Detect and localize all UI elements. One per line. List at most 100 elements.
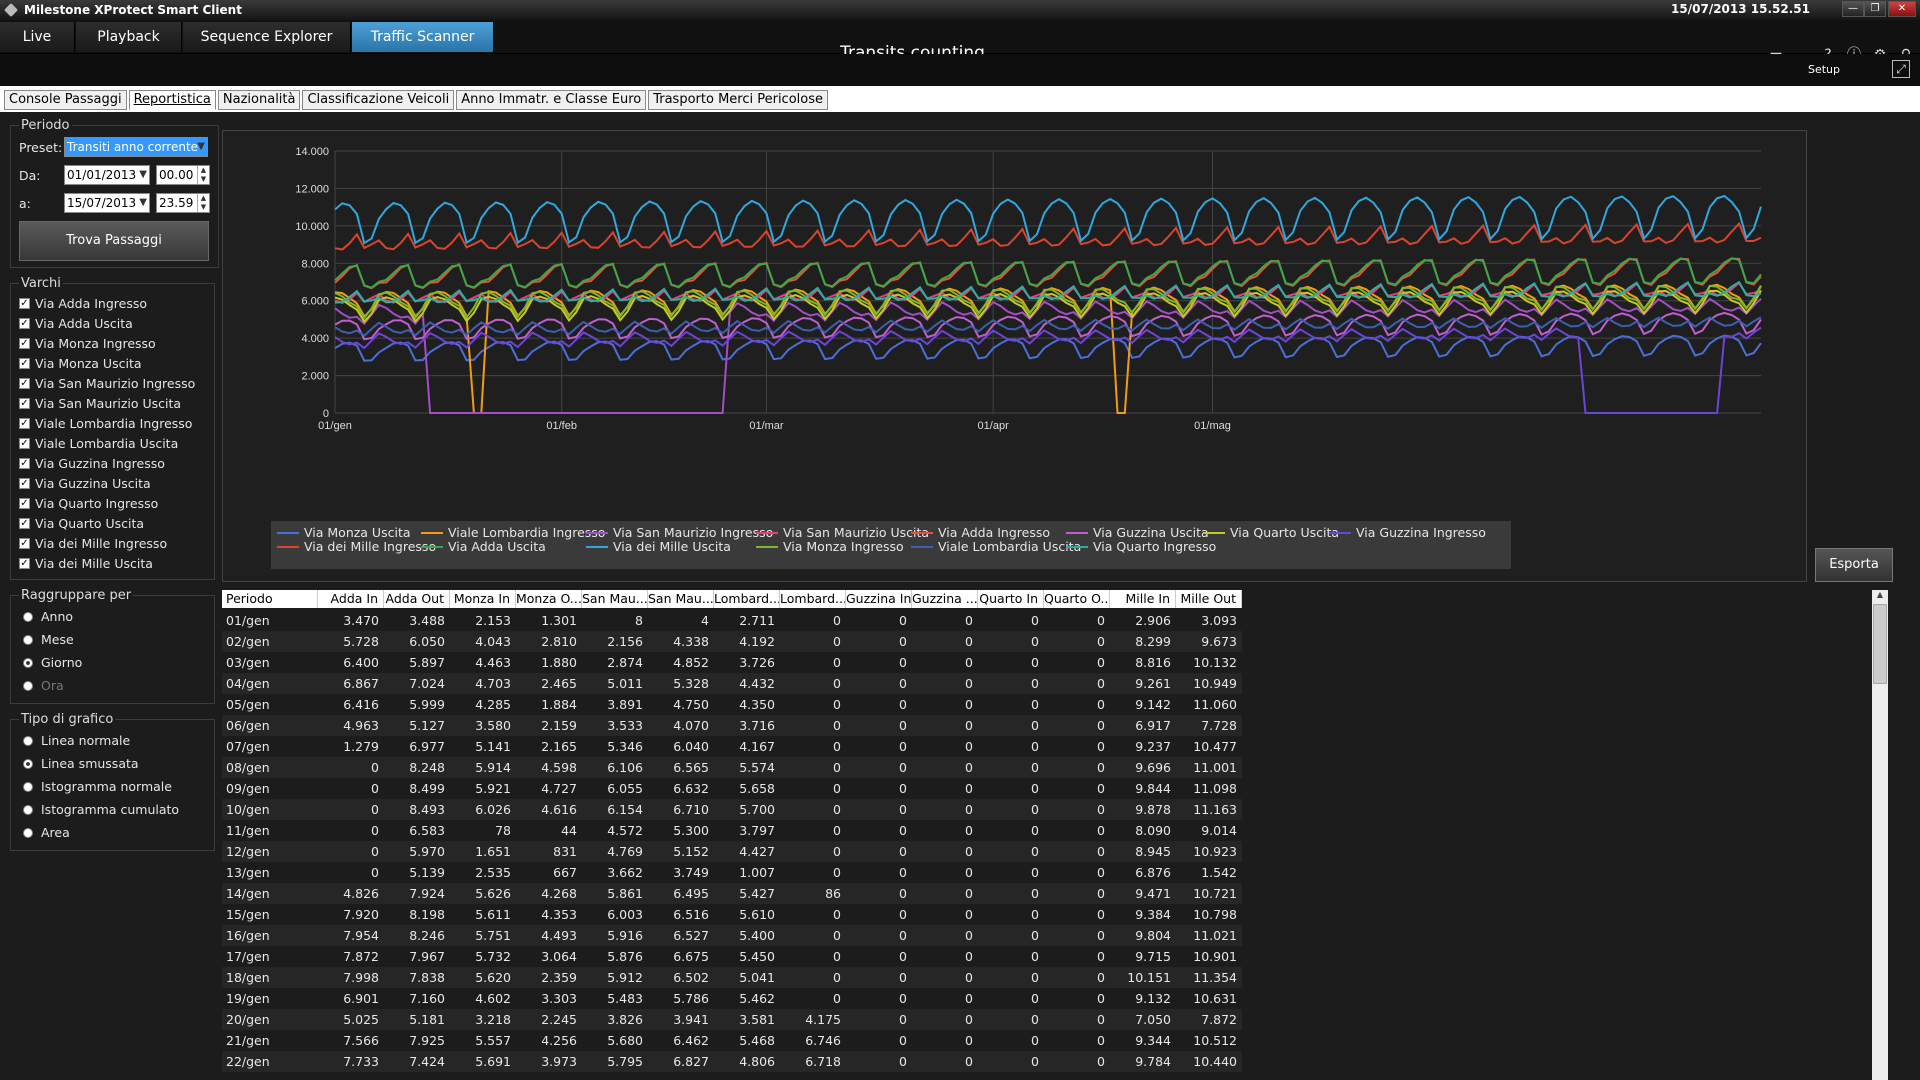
varco-checkbox-row[interactable]: ✓ Via Monza Uscita	[19, 353, 206, 373]
checkbox[interactable]: ✓	[19, 397, 30, 409]
legend-item[interactable]: Viale Lombardia Uscita	[911, 539, 1081, 554]
column-header[interactable]: Mille Out	[1176, 590, 1242, 608]
legend-item[interactable]: Via San Maurizio Uscita	[756, 525, 929, 540]
table-row[interactable]: 20/gen 5.025 5.181 3.218 2.245 3.826 3.941 3.58…	[222, 1009, 1242, 1030]
radio-button[interactable]	[23, 781, 33, 792]
radio-button[interactable]	[23, 827, 33, 838]
varco-checkbox-row[interactable]: ✓ Via Monza Ingresso	[19, 333, 206, 353]
tipo-grafico-radio-row[interactable]: Istogramma normale	[19, 775, 206, 798]
subtab-nazionalita[interactable]: Nazionalità	[217, 90, 301, 110]
tipo-grafico-radio-row[interactable]: Area	[19, 821, 206, 844]
radio-button[interactable]	[23, 804, 33, 815]
spinner-arrows-icon[interactable]: ▲ ▼	[197, 194, 209, 212]
checkbox[interactable]: ✓	[19, 417, 30, 429]
tipo-grafico-radio-row[interactable]: Istogramma cumulato	[19, 798, 206, 821]
table-row[interactable]: 16/gen 7.954 8.246 5.751 4.493 5.916 6.527 5.40…	[222, 925, 1242, 946]
radio-button[interactable]	[23, 634, 33, 645]
legend-item[interactable]: Via Guzzina Ingresso	[1329, 525, 1486, 540]
varco-checkbox-row[interactable]: ✓ Via San Maurizio Ingresso	[19, 373, 206, 393]
column-header[interactable]: Periodo	[222, 590, 318, 608]
column-header[interactable]: Quarto In	[978, 590, 1044, 608]
varco-checkbox-row[interactable]: ✓ Via Quarto Ingresso	[19, 493, 206, 513]
varco-checkbox-row[interactable]: ✓ Via San Maurizio Uscita	[19, 393, 206, 413]
table-row[interactable]: 13/gen 0 5.139 2.535 667 3.662 3.749 1.007 0 0 0 0 0…	[222, 862, 1242, 883]
checkbox[interactable]: ✓	[19, 537, 30, 549]
table-row[interactable]: 22/gen 7.733 7.424 5.691 3.973 5.795 6.827 4.80…	[222, 1051, 1242, 1072]
radio-button[interactable]	[23, 680, 33, 691]
column-header[interactable]: Mille In	[1110, 590, 1176, 608]
esporta-button[interactable]: Esporta	[1815, 548, 1893, 582]
legend-item[interactable]: Via San Maurizio Ingresso	[586, 525, 773, 540]
subtab-console-passaggi[interactable]: Console Passaggi	[4, 90, 127, 110]
table-row[interactable]: 04/gen 6.867 7.024 4.703 2.465 5.011 5.328 4.43…	[222, 673, 1242, 694]
legend-item[interactable]: Via dei Mille Ingresso	[277, 539, 436, 554]
legend-item[interactable]: Via Quarto Uscita	[1203, 525, 1339, 540]
close-icon[interactable]: ✕	[1888, 1, 1916, 17]
varco-checkbox-row[interactable]: ✓ Via Guzzina Uscita	[19, 473, 206, 493]
table-row[interactable]: 21/gen 7.566 7.925 5.557 4.256 5.680 6.462 5.46…	[222, 1030, 1242, 1051]
table-row[interactable]: 19/gen 6.901 7.160 4.602 3.303 5.483 5.786 5.46…	[222, 988, 1242, 1009]
maximize-view-icon[interactable]: ⤢	[1892, 60, 1910, 78]
checkbox[interactable]: ✓	[19, 497, 30, 509]
subtab-classificazione-veicoli[interactable]: Classificazione Veicoli	[302, 90, 455, 110]
checkbox[interactable]: ✓	[19, 457, 30, 469]
table-row[interactable]: 05/gen 6.416 5.999 4.285 1.884 3.891 4.750 4.35…	[222, 694, 1242, 715]
legend-item[interactable]: Via dei Mille Uscita	[586, 539, 731, 554]
spinner-arrows-icon[interactable]: ▲ ▼	[197, 166, 209, 184]
da-date-picker[interactable]: 01/01/2013 ▼	[64, 165, 150, 185]
table-row[interactable]: 10/gen 0 8.493 6.026 4.616 6.154 6.710 5.700 0 0 0…	[222, 799, 1242, 820]
legend-item[interactable]: Via Monza Ingresso	[756, 539, 904, 554]
checkbox[interactable]: ✓	[19, 357, 30, 369]
column-header[interactable]: Adda Out	[384, 590, 450, 608]
column-header[interactable]: Guzzina In	[846, 590, 912, 608]
column-header[interactable]: Monza O...	[516, 590, 582, 608]
checkbox[interactable]: ✓	[19, 437, 30, 449]
varco-checkbox-row[interactable]: ✓ Viale Lombardia Uscita	[19, 433, 206, 453]
table-row[interactable]: 07/gen 1.279 6.977 5.141 2.165 5.346 6.040 4.16…	[222, 736, 1242, 757]
setup-button[interactable]: Setup	[1807, 63, 1840, 76]
varco-checkbox-row[interactable]: ✓ Viale Lombardia Ingresso	[19, 413, 206, 433]
scroll-up-icon[interactable]: ▲	[1876, 590, 1884, 599]
varco-checkbox-row[interactable]: ✓ Via dei Mille Uscita	[19, 553, 206, 573]
table-row[interactable]: 03/gen 6.400 5.897 4.463 1.880 2.874 4.852 3.72…	[222, 652, 1242, 673]
legend-item[interactable]: Via Quarto Ingresso	[1066, 539, 1216, 554]
subtab-anno-immatricolazione[interactable]: Anno Immatr. e Classe Euro	[456, 90, 647, 110]
column-header[interactable]: Lombard...	[714, 590, 780, 608]
legend-item[interactable]: Via Adda Uscita	[421, 539, 546, 554]
radio-button[interactable]	[23, 611, 33, 622]
table-row[interactable]: 14/gen 4.826 7.924 5.626 4.268 5.861 6.495 5.42…	[222, 883, 1242, 904]
column-header[interactable]: San Mau...	[648, 590, 714, 608]
subtab-trasporto-merci[interactable]: Trasporto Merci Pericolose	[648, 90, 828, 110]
scrollbar-thumb[interactable]	[1873, 604, 1887, 684]
varco-checkbox-row[interactable]: ✓ Via Adda Ingresso	[19, 293, 206, 313]
raggruppare-radio-row[interactable]: Mese	[19, 628, 206, 651]
checkbox[interactable]: ✓	[19, 377, 30, 389]
table-row[interactable]: 18/gen 7.998 7.838 5.620 2.359 5.912 6.502 5.04…	[222, 967, 1242, 988]
radio-button[interactable]	[23, 735, 33, 746]
minimize-icon[interactable]: —	[1842, 1, 1864, 17]
raggruppare-radio-row[interactable]: Giorno	[19, 651, 206, 674]
legend-item[interactable]: Via Adda Ingresso	[911, 525, 1050, 540]
trova-passaggi-button[interactable]: Trova Passaggi	[19, 221, 209, 261]
column-header[interactable]: Adda In	[318, 590, 384, 608]
table-row[interactable]: 11/gen 0 6.583 78 44 4.572 5.300 3.797 0 0 0 0 0 8.09…	[222, 820, 1242, 841]
a-time-spinner[interactable]: 23.59 ▲ ▼	[156, 193, 210, 213]
raggruppare-radio-row[interactable]: Anno	[19, 605, 206, 628]
table-row[interactable]: 12/gen 0 5.970 1.651 831 4.769 5.152 4.427 0 0 0 0 0…	[222, 841, 1242, 862]
column-header[interactable]: Quarto O...	[1044, 590, 1110, 608]
tab-live[interactable]: Live	[0, 22, 75, 52]
radio-button[interactable]	[23, 657, 33, 668]
varco-checkbox-row[interactable]: ✓ Via Guzzina Ingresso	[19, 453, 206, 473]
table-row[interactable]: 02/gen 5.728 6.050 4.043 2.810 2.156 4.338 4.19…	[222, 631, 1242, 652]
column-header[interactable]: San Mau...	[582, 590, 648, 608]
checkbox[interactable]: ✓	[19, 297, 30, 309]
tipo-grafico-radio-row[interactable]: Linea normale	[19, 729, 206, 752]
a-date-picker[interactable]: 15/07/2013 ▼	[64, 193, 150, 213]
checkbox[interactable]: ✓	[19, 517, 30, 529]
column-header[interactable]: Lombard...	[780, 590, 846, 608]
table-row[interactable]: 06/gen 4.963 5.127 3.580 2.159 3.533 4.070 3.71…	[222, 715, 1242, 736]
checkbox[interactable]: ✓	[19, 557, 30, 569]
table-row[interactable]: 09/gen 0 8.499 5.921 4.727 6.055 6.632 5.658 0 0 0…	[222, 778, 1242, 799]
varco-checkbox-row[interactable]: ✓ Via Adda Uscita	[19, 313, 206, 333]
table-row[interactable]: 15/gen 7.920 8.198 5.611 4.353 6.003 6.516 5.61…	[222, 904, 1242, 925]
